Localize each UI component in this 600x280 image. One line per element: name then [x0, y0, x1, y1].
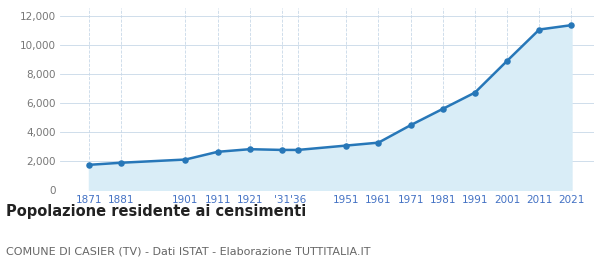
Point: [245, 147, 254, 151]
Point: [84, 163, 94, 167]
Point: [374, 140, 383, 145]
Point: [293, 148, 303, 152]
Point: [213, 150, 223, 154]
Point: [181, 157, 190, 162]
Point: [116, 160, 126, 165]
Point: [341, 143, 351, 148]
Point: [438, 107, 448, 111]
Point: [277, 148, 287, 152]
Text: COMUNE DI CASIER (TV) - Dati ISTAT - Elaborazione TUTTITALIA.IT: COMUNE DI CASIER (TV) - Dati ISTAT - Ela…: [6, 246, 371, 256]
Point: [470, 90, 480, 95]
Text: Popolazione residente ai censimenti: Popolazione residente ai censimenti: [6, 204, 306, 220]
Point: [406, 123, 415, 127]
Point: [566, 23, 576, 27]
Point: [535, 27, 544, 32]
Point: [502, 59, 512, 63]
